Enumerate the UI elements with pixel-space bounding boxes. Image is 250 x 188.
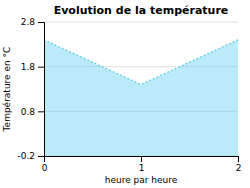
tick: 0 bbox=[42, 156, 48, 173]
tick-mark bbox=[38, 22, 44, 23]
line bbox=[44, 40, 238, 85]
axis-line bbox=[38, 23, 45, 157]
x-axis: 0 1 2 bbox=[42, 156, 242, 173]
tick-label: 0 bbox=[42, 163, 48, 173]
y-axis-title: Température en °C bbox=[2, 47, 12, 133]
tick-label: 0.8 bbox=[21, 107, 36, 117]
tick-mark bbox=[38, 156, 44, 157]
tick: 0.8 bbox=[21, 107, 44, 117]
tick-label: 1 bbox=[139, 163, 145, 173]
area bbox=[44, 40, 238, 156]
tick-mark bbox=[141, 156, 142, 162]
tick-label: 2 bbox=[236, 163, 242, 173]
x-axis-title: heure par heure bbox=[105, 175, 178, 185]
tick: -0.2 bbox=[17, 151, 44, 161]
plot-area bbox=[44, 40, 238, 156]
tick: 2 bbox=[236, 156, 242, 173]
tick-mark bbox=[38, 111, 44, 112]
tick-mark bbox=[238, 156, 239, 162]
tick: 2.8 bbox=[21, 17, 44, 27]
tick-mark bbox=[38, 67, 44, 68]
axis-line bbox=[45, 157, 239, 163]
grid-line bbox=[44, 22, 238, 23]
title: Evolution de la température bbox=[54, 4, 229, 17]
tick: 1.8 bbox=[21, 62, 44, 72]
grid bbox=[44, 22, 238, 156]
tick-label: 2.8 bbox=[21, 17, 36, 27]
tick: 1 bbox=[139, 156, 145, 173]
tick-label: -0.2 bbox=[17, 151, 35, 161]
y-axis: -0.2 0.8 1.8 2.8 bbox=[17, 17, 44, 161]
chart: 0 1 2 -0.2 0.8 1.8 2.8 Evolution de la températ… bbox=[0, 0, 250, 188]
tick-label: 1.8 bbox=[21, 62, 36, 72]
